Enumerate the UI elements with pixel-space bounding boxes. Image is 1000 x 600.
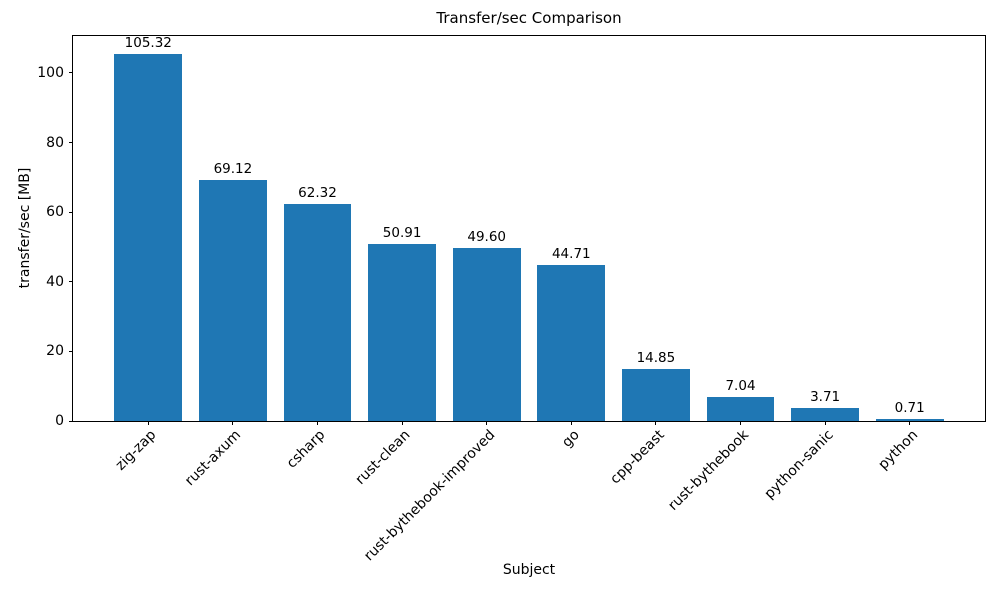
x-tick-label: csharp [284,427,329,472]
x-tick-label: rust-clean [352,427,414,488]
y-tick [69,281,73,283]
bar [452,248,521,421]
y-tick-label: 100 [37,64,64,81]
y-tick-label: 0 [55,413,64,429]
bar-value-label: 50.91 [382,224,422,241]
x-tick [824,421,826,425]
bar-value-label: 7.04 [725,377,756,394]
x-tick [570,421,572,425]
bar [114,54,183,421]
y-tick [69,142,73,143]
bar-value-label: 69.12 [213,161,253,178]
bar-value-label: 14.85 [636,350,676,367]
x-tick-label: python-sanic [761,427,837,503]
y-tick [69,420,73,422]
y-tick [69,350,73,352]
x-tick-label: zig-zap [112,427,160,474]
y-tick-label: 60 [46,204,64,221]
bar-value-label: 105.32 [124,35,172,52]
y-tick-label: 80 [46,134,64,151]
x-tick [147,421,149,425]
x-tick-label: rust-axum [182,427,245,490]
x-tick [655,421,657,425]
y-tick-label: 20 [46,343,64,360]
chart-title: Transfer/sec Comparison [436,9,622,27]
x-tick [232,421,234,425]
y-axis-label: transfer/sec [MB] [17,167,33,289]
bar-value-label: 0.71 [894,399,925,416]
x-tick [401,421,403,425]
x-tick-label: go [558,427,583,451]
bar-value-label: 62.32 [298,185,337,202]
bar [368,243,436,421]
bar-value-label: 44.71 [551,246,591,263]
x-tick [486,421,488,425]
y-tick [69,72,73,74]
y-tick-label: 40 [46,273,64,290]
x-axis-label: Subject [502,562,556,578]
bar [622,369,690,421]
bar-value-label: 3.71 [810,389,841,406]
x-tick [316,421,318,425]
bar [283,204,352,421]
x-tick-label: python [875,427,922,473]
bar [706,396,775,421]
y-tick [69,211,73,213]
plot-area: 0 20 40 60 80 100 105.32 zig-zap 69.12 rust-axum 6… [37,35,986,564]
bar [199,180,267,421]
bar [791,408,859,421]
bar [875,418,944,421]
bar [537,265,606,421]
x-tick-label: rust-bythebook [665,427,752,514]
x-tick [740,421,741,425]
x-tick-label: cpp-beast [606,427,668,488]
bar-value-label: 49.60 [467,229,507,246]
x-tick [909,421,911,425]
